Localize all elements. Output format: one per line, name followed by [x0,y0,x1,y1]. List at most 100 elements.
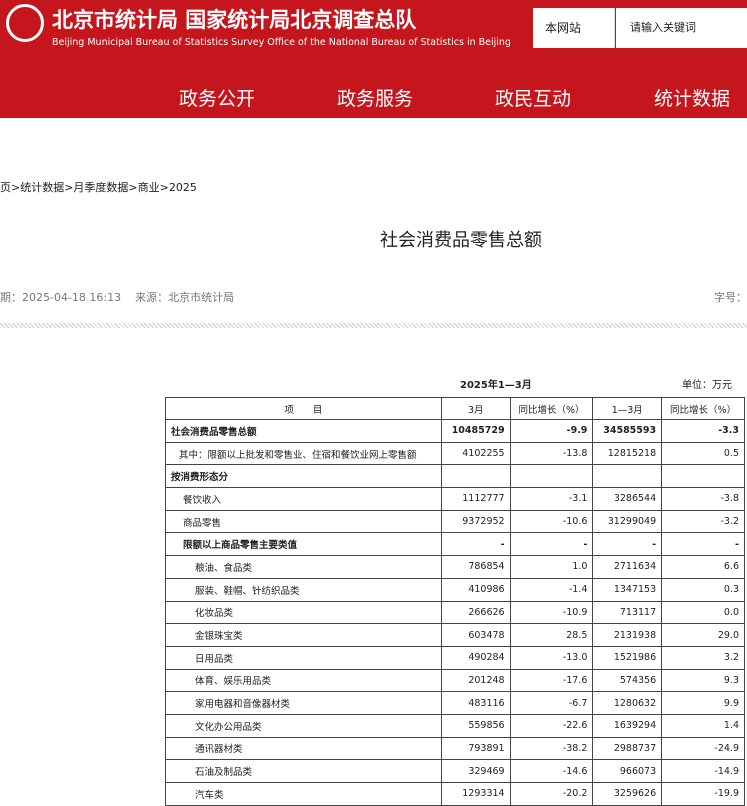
table-cell: 项 目 [165,397,442,420]
table-cell: - [440,532,511,557]
separator [0,323,747,328]
nav-item[interactable]: 政务公开 [178,88,255,110]
table-cell: -9.9 [509,419,594,443]
table-cell: 9372952 [440,509,511,534]
article-title: 社会消费品零售总额 [380,230,542,251]
table-cell: 10485729 [440,419,511,443]
table-cell: 0.3 [661,577,745,602]
search-input[interactable]: 请输入关键词 [616,8,747,48]
table-row: 社会消费品零售总额 10485729 -9.9 34585593 -3.3 [165,419,745,443]
table-cell: 日用品类 [165,645,442,670]
table-cell: 29.0 [661,623,745,647]
table-cell: 家用电器和音像器材类 [165,691,442,715]
table-cell: 966073 [592,759,663,783]
table-cell: 786854 [440,555,511,579]
table-row: 汽车类 1293314 -20.2 3259626 -19.9 [165,782,745,806]
table-cell: -13.8 [509,441,594,466]
table-cell: 6.6 [661,555,745,579]
table-cell: -1.4 [509,577,594,602]
table-cell: 28.5 [509,623,594,647]
site-subtitle: Beijing Municipal Bureau of Statistics S… [52,37,511,48]
table-cell: -3.1 [509,487,594,511]
table-cell: 社会消费品零售总额 [165,419,442,443]
table-cell: 0.5 [661,441,745,466]
table-caption: 2025年1—3月 [460,380,532,391]
table-cell: 3.2 [661,645,745,670]
breadcrumb[interactable]: 页>统计数据>月季度数据>商业>2025 [0,181,197,194]
table-cell: 34585593 [592,419,663,443]
table-cell: - [661,532,745,557]
table-cell: 410986 [440,577,511,602]
table-cell: 3286544 [592,487,663,511]
table-cell: 490284 [440,645,511,670]
table-cell: 其中：限额以上批发和零售业、住宿和餐饮业网上零售额 [165,441,442,466]
search-scope[interactable]: 本网站 [533,8,615,48]
table-row: 金银珠宝类 603478 28.5 2131938 29.0 [165,623,745,647]
table-cell: 603478 [440,623,511,647]
table-cell: 1.0 [509,555,594,579]
table-cell [661,464,745,489]
table-cell: -3.3 [661,419,745,443]
table-cell: 按消费形态分 [165,464,442,489]
table-cell: -17.6 [509,668,594,693]
logo-emblem [6,4,44,42]
table-cell: -14.9 [661,759,745,783]
table-cell: 化妆品类 [165,600,442,625]
table-cell [440,464,511,489]
table-cell: 石油及制品类 [165,759,442,783]
table-cell: 1—3月 [592,397,663,420]
nav-item[interactable]: 统计数据 [653,88,730,110]
table-cell: -20.2 [509,782,594,806]
table-cell: - [592,532,663,557]
table-row: 家用电器和音像器材类 483116 -6.7 1280632 9.9 [165,691,745,715]
nav-item[interactable]: 政民互动 [494,88,571,110]
table-row: 限额以上商品零售主要类值 - - - - [165,532,745,557]
table-cell: 329469 [440,759,511,783]
table-cell: 559856 [440,713,511,738]
table-row: 文化办公用品类 559856 -22.6 1639294 1.4 [165,713,745,738]
table-cell: -3.2 [661,509,745,534]
table-cell: 限额以上商品零售主要类值 [165,532,442,557]
table-cell: - [509,532,594,557]
table-cell: 同比增长（%） [509,397,594,420]
table-cell: 1521986 [592,645,663,670]
table-cell: 1639294 [592,713,663,738]
table-cell: 同比增长（%） [661,397,745,420]
table-cell: -14.6 [509,759,594,783]
table-cell [509,464,594,489]
table-unit: 单位：万元 [682,380,732,391]
table-row: 粮油、食品类 786854 1.0 2711634 6.6 [165,555,745,579]
table-cell: 713117 [592,600,663,625]
table-cell: -19.9 [661,782,745,806]
table-cell: 9.9 [661,691,745,715]
table-row: 化妆品类 266626 -10.9 713117 0.0 [165,600,745,625]
font-size-control[interactable]: 字号： [714,291,747,304]
nav-item[interactable]: 政务服务 [336,88,413,110]
table-cell: 服装、鞋帽、针纺织品类 [165,577,442,602]
table-cell: 通讯器材类 [165,736,442,761]
table-cell: -22.6 [509,713,594,738]
table-cell: 2711634 [592,555,663,579]
table-cell: -6.7 [509,691,594,715]
table-cell: 1347153 [592,577,663,602]
site-title[interactable]: 北京市统计局 国家统计局北京调查总队 [52,8,417,32]
table-cell: 餐饮收入 [165,487,442,511]
table-cell: 12815218 [592,441,663,466]
table-cell: 汽车类 [165,782,442,806]
table-cell: 2988737 [592,736,663,761]
table-cell: 1293314 [440,782,511,806]
table-cell: 9.3 [661,668,745,693]
table-row: 通讯器材类 793891 -38.2 2988737 -24.9 [165,736,745,761]
table-cell: -24.9 [661,736,745,761]
table-cell: 4102255 [440,441,511,466]
header: 北京市统计局 国家统计局北京调查总队 Beijing Municipal Bur… [0,0,747,118]
table-cell: 574356 [592,668,663,693]
table-cell: -10.9 [509,600,594,625]
table-cell: 483116 [440,691,511,715]
table-cell: 文化办公用品类 [165,713,442,738]
table-cell: -3.8 [661,487,745,511]
table-row: 石油及制品类 329469 -14.6 966073 -14.9 [165,759,745,783]
table-row: 其中：限额以上批发和零售业、住宿和餐饮业网上零售额 4102255 -13.8 128… [165,441,745,466]
table-row: 日用品类 490284 -13.0 1521986 3.2 [165,645,745,670]
